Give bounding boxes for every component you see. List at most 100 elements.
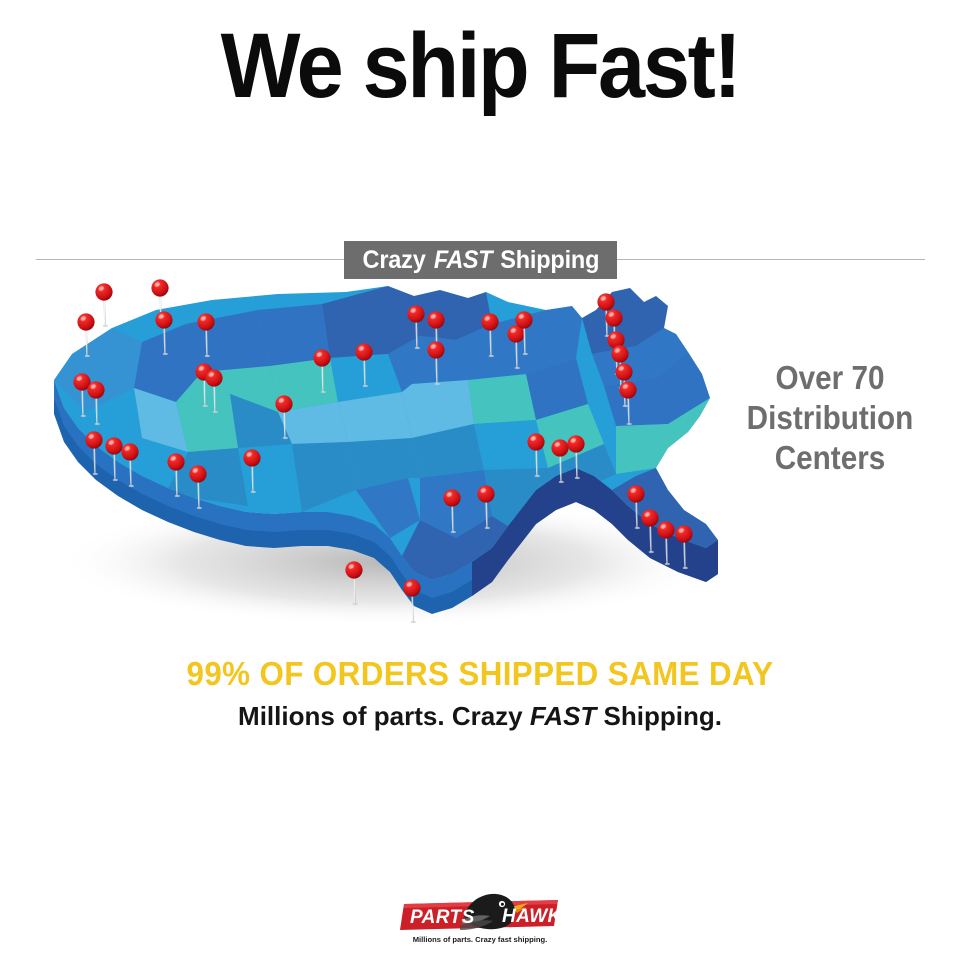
pin-stem — [352, 577, 357, 604]
pin-stem — [212, 385, 217, 412]
pin-stem — [80, 389, 85, 416]
pin-highlight — [660, 524, 666, 529]
pin-highlight — [608, 312, 614, 317]
pin-highlight — [618, 366, 624, 371]
pin-highlight — [170, 456, 176, 461]
map-pin — [477, 485, 495, 530]
pin-stem — [362, 359, 367, 386]
map-pin — [443, 489, 461, 534]
pin-base — [488, 354, 494, 358]
map-graphic — [54, 279, 718, 626]
pin-base — [622, 404, 628, 408]
pin-head — [205, 369, 223, 387]
same-day-shipping-headline: 99% OF ORDERS SHIPPED SAME DAY — [186, 655, 774, 692]
pin-highlight — [518, 314, 524, 319]
subtagline-suffix: Shipping. — [596, 701, 722, 731]
pin-base — [202, 404, 208, 408]
pin-base — [128, 484, 134, 488]
pin-highlight — [278, 398, 284, 403]
pin-highlight — [480, 488, 486, 493]
map-pin — [95, 283, 113, 328]
pin-highlight — [88, 434, 94, 439]
map-pin — [675, 525, 693, 570]
pin-stem — [648, 525, 653, 552]
pin-head — [403, 579, 421, 597]
pin-stem — [282, 411, 287, 438]
pin-stem — [84, 329, 89, 356]
pin-highlight — [348, 564, 354, 569]
pin-head — [641, 509, 659, 527]
map-pin — [567, 435, 585, 480]
pin-base — [434, 382, 440, 386]
pin-highlight — [158, 314, 164, 319]
map-pin — [73, 373, 91, 418]
pin-head — [507, 325, 525, 343]
pin-head — [597, 293, 615, 311]
map-pin — [551, 439, 569, 484]
pin-highlight — [208, 372, 214, 377]
pin-stem — [102, 299, 107, 326]
pin-base — [414, 346, 420, 350]
pin-highlight — [570, 438, 576, 443]
map-pin — [77, 313, 95, 358]
callout-line-2: Distribution — [746, 399, 914, 436]
pin-highlight — [430, 314, 436, 319]
logo-word-right: HAWK — [502, 906, 562, 927]
map-pin — [627, 485, 645, 530]
map-pin — [355, 343, 373, 388]
pin-base — [94, 422, 100, 426]
pin-highlight — [446, 492, 452, 497]
map-pin — [85, 431, 103, 476]
pin-highlight — [124, 446, 130, 451]
pin-highlight — [614, 348, 620, 353]
pin-stem — [434, 357, 439, 384]
pin-highlight — [484, 316, 490, 321]
map-pin — [597, 293, 615, 338]
banner-label: Crazy FAST Shipping — [362, 247, 599, 273]
pin-stem — [574, 451, 579, 478]
pin-highlight — [154, 282, 160, 287]
pin-stem — [94, 397, 99, 424]
pin-stem — [202, 379, 207, 406]
pin-stem — [250, 465, 255, 492]
callout-line-3: Centers — [774, 439, 886, 476]
pin-base — [84, 354, 90, 358]
pin-highlight — [406, 582, 412, 587]
logo-word-left: PARTS — [410, 907, 475, 928]
pin-base — [320, 390, 326, 394]
map-pin — [407, 305, 425, 350]
pin-head — [619, 381, 637, 399]
pin-head — [243, 449, 261, 467]
pin-base — [112, 478, 118, 482]
subtagline-emphasis: FAST — [529, 701, 597, 731]
map-pin — [205, 369, 223, 414]
pin-base — [282, 436, 288, 440]
map-pin — [87, 381, 105, 426]
pin-stem — [664, 537, 669, 564]
pin-stem — [196, 481, 201, 508]
pin-stem — [162, 327, 167, 354]
pin-head — [275, 395, 293, 413]
pin-head — [627, 485, 645, 503]
pin-base — [522, 352, 528, 356]
pin-head — [515, 311, 533, 329]
pin-highlight — [644, 512, 650, 517]
subtagline-prefix: Millions of parts. Crazy — [238, 701, 530, 731]
pin-base — [574, 476, 580, 480]
pin-head — [121, 443, 139, 461]
crazy-fast-shipping-banner: Crazy FAST Shipping — [344, 241, 617, 279]
pin-highlight — [76, 376, 82, 381]
pin-highlight — [192, 468, 198, 473]
pin-base — [450, 530, 456, 534]
map-pin — [121, 443, 139, 488]
pin-highlight — [554, 442, 560, 447]
pin-head — [427, 341, 445, 359]
pin-head — [167, 453, 185, 471]
pin-stem — [204, 329, 209, 356]
pin-base — [80, 414, 86, 418]
pin-head — [527, 433, 545, 451]
parts-hawk-logo[interactable]: PARTS HAWK Millions of parts. Crazy fast… — [398, 890, 562, 948]
pin-highlight — [600, 296, 606, 301]
map-pin — [619, 381, 637, 426]
pin-head — [95, 283, 113, 301]
